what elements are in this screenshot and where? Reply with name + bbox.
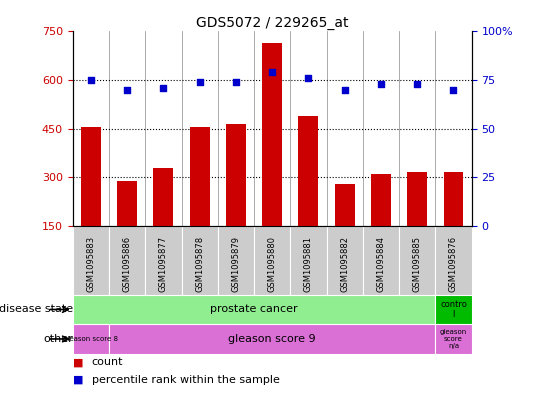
Text: prostate cancer: prostate cancer: [210, 305, 298, 314]
Text: gleason score 9: gleason score 9: [229, 334, 316, 344]
Bar: [81, 127, 101, 226]
Text: GSM1095883: GSM1095883: [86, 236, 95, 292]
Bar: [73, 324, 109, 354]
Text: GSM1095881: GSM1095881: [304, 236, 313, 292]
Text: contro
l: contro l: [440, 300, 467, 319]
Bar: [218, 226, 254, 295]
Bar: [73, 226, 109, 295]
Bar: [444, 173, 464, 226]
Text: GSM1095884: GSM1095884: [376, 236, 385, 292]
Text: GSM1095886: GSM1095886: [123, 236, 132, 292]
Bar: [154, 167, 174, 226]
Text: GSM1095879: GSM1095879: [231, 236, 240, 292]
Point: [413, 81, 421, 87]
Bar: [327, 226, 363, 295]
Point: [268, 69, 277, 75]
Bar: [436, 295, 472, 324]
Text: gleason score 8: gleason score 8: [64, 336, 119, 342]
Bar: [436, 324, 472, 354]
Bar: [190, 127, 210, 226]
Point: [341, 86, 349, 93]
Text: GSM1095880: GSM1095880: [268, 236, 277, 292]
Point: [87, 77, 95, 83]
Bar: [399, 226, 436, 295]
Text: GSM1095877: GSM1095877: [159, 236, 168, 292]
Bar: [371, 174, 391, 226]
Bar: [254, 226, 291, 295]
Point: [304, 75, 313, 81]
Text: disease state: disease state: [0, 305, 73, 314]
Text: percentile rank within the sample: percentile rank within the sample: [92, 375, 280, 385]
Bar: [363, 226, 399, 295]
Text: GSM1095885: GSM1095885: [413, 236, 421, 292]
Bar: [117, 180, 137, 226]
Text: GSM1095876: GSM1095876: [449, 236, 458, 292]
Bar: [226, 124, 246, 226]
Text: count: count: [92, 358, 123, 367]
Point: [377, 81, 385, 87]
Bar: [146, 226, 182, 295]
Bar: [335, 184, 355, 226]
Point: [449, 86, 458, 93]
Text: other: other: [43, 334, 73, 344]
Point: [195, 79, 204, 85]
Text: ■: ■: [73, 358, 83, 367]
Point: [123, 86, 132, 93]
Bar: [291, 226, 327, 295]
Text: GSM1095882: GSM1095882: [340, 236, 349, 292]
Bar: [182, 226, 218, 295]
Bar: [407, 173, 427, 226]
Text: ■: ■: [73, 375, 83, 385]
Text: gleason
score
n/a: gleason score n/a: [440, 329, 467, 349]
Point: [159, 85, 168, 91]
Bar: [109, 226, 146, 295]
Bar: [109, 324, 436, 354]
Point: [232, 79, 240, 85]
Bar: [299, 116, 319, 226]
Title: GDS5072 / 229265_at: GDS5072 / 229265_at: [196, 17, 348, 30]
Bar: [436, 226, 472, 295]
Text: GSM1095878: GSM1095878: [195, 236, 204, 292]
Bar: [262, 43, 282, 226]
